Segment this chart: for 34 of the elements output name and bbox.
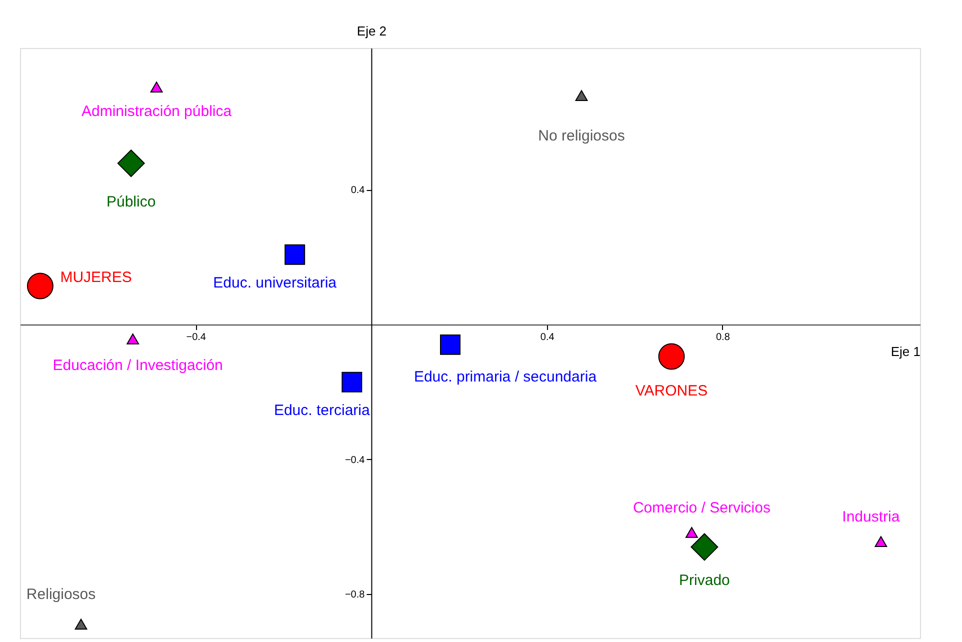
annotation: Educ. universitaria bbox=[213, 274, 338, 292]
annotation: Público bbox=[106, 193, 156, 210]
point bbox=[284, 244, 306, 265]
annotation: VARONES bbox=[635, 382, 708, 400]
y-tick-label: −0.4 bbox=[344, 454, 366, 466]
annotation: Industria bbox=[842, 508, 900, 526]
point bbox=[575, 90, 588, 101]
annotation: Comercio / Servicios bbox=[632, 499, 770, 516]
annotation: Educ. primaria / secundaria bbox=[414, 368, 598, 386]
annotation: Educ. terciaria bbox=[274, 402, 370, 420]
y-axis-title: Eje 2 bbox=[356, 24, 387, 38]
point bbox=[686, 527, 698, 538]
x-axis-title: Eje 1 bbox=[890, 344, 920, 359]
annotation: Educación / Investigación bbox=[52, 356, 223, 374]
annotation: Religiosos bbox=[26, 586, 96, 604]
point bbox=[658, 343, 685, 370]
point bbox=[26, 272, 54, 300]
y-tick-label: 0.4 bbox=[350, 185, 366, 196]
point bbox=[342, 372, 362, 392]
y-tick-label: −0.8 bbox=[344, 590, 366, 601]
x-tick-label: 0.8 bbox=[716, 332, 730, 343]
point bbox=[74, 618, 88, 630]
annotation: Privado bbox=[679, 572, 730, 589]
point bbox=[874, 536, 888, 548]
point bbox=[690, 533, 718, 561]
point bbox=[117, 150, 145, 178]
annotation: No religiosos bbox=[538, 128, 625, 145]
point bbox=[126, 334, 140, 344]
annotation: Administración pública bbox=[82, 103, 232, 120]
point bbox=[440, 334, 460, 355]
point bbox=[150, 82, 163, 93]
x-tick-label: −0.4 bbox=[186, 332, 206, 343]
x-tick-label: 0.4 bbox=[540, 332, 555, 343]
annotation: MUJERES bbox=[60, 269, 132, 286]
